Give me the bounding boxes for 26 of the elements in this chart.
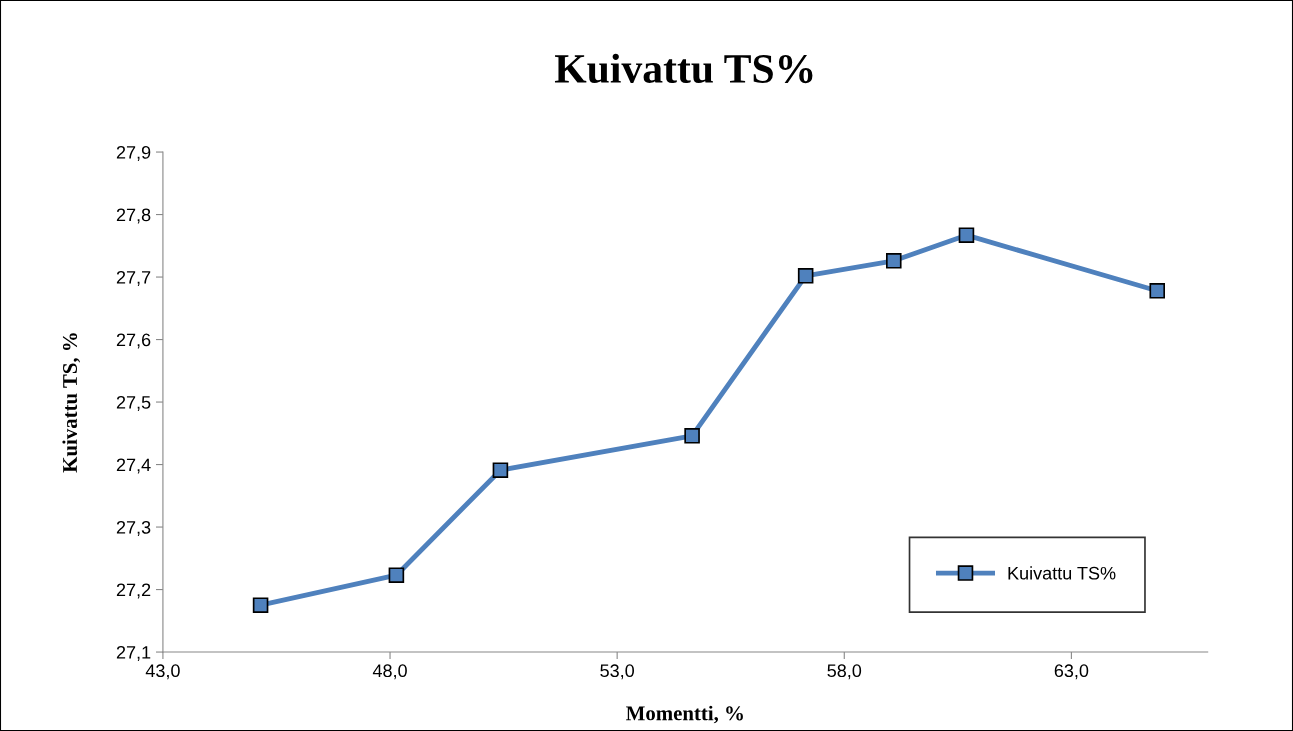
- x-tick-label: 58,0: [827, 664, 862, 680]
- point: [252, 597, 269, 613]
- y-tick-label: 27,2: [116, 583, 151, 599]
- point: [958, 227, 975, 243]
- x-tick-label: 43,0: [145, 664, 180, 680]
- y-tick-label: 27,6: [116, 333, 151, 349]
- y-tick-label: 27,9: [116, 145, 151, 161]
- y-tick-label: 27,3: [116, 520, 151, 536]
- y-tick-label: 27,8: [116, 208, 151, 224]
- y-tick-label: 27,7: [116, 270, 151, 286]
- point: [886, 253, 902, 269]
- point: [797, 268, 814, 284]
- point: [388, 567, 405, 583]
- point: [684, 428, 700, 444]
- y-tick-label: 27,1: [116, 645, 151, 661]
- x-axis-title: Momentti, %: [626, 705, 743, 724]
- y-tick-label: 27,5: [116, 395, 151, 411]
- y-axis-title: Kuivattu TS, %: [62, 333, 81, 473]
- legend-label: Kuivattu TS%: [1008, 566, 1116, 580]
- point: [1149, 283, 1166, 299]
- y-tick-label: 27,4: [116, 458, 151, 474]
- point: [492, 462, 509, 478]
- x-tick-label: 53,0: [600, 664, 635, 680]
- x-tick-label: 48,0: [372, 664, 407, 680]
- chart-title: Kuivattu TS%: [554, 53, 813, 84]
- x-tick-label: 63,0: [1054, 664, 1089, 680]
